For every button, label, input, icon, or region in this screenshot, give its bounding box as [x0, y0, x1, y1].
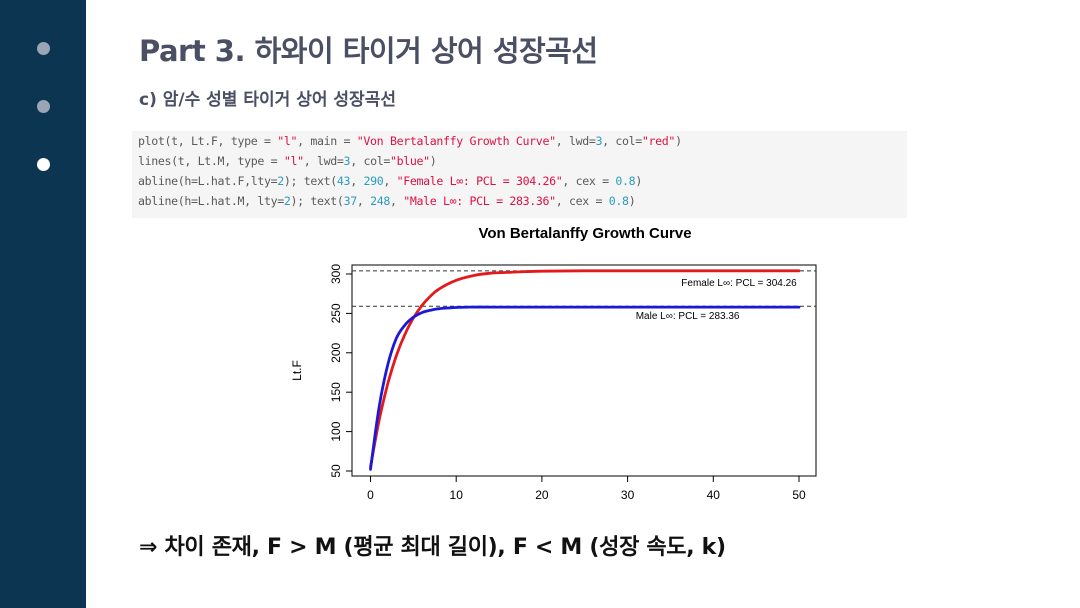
y-tick-label: 300: [329, 264, 343, 284]
x-tick-label: 30: [621, 488, 635, 502]
code-token: 2: [277, 174, 284, 188]
nav-dot-3[interactable]: [37, 158, 50, 171]
code-token: ); text(: [290, 194, 344, 208]
code-token: , col=: [602, 134, 642, 148]
chart-annotation: Female L∞: PCL = 304.26: [681, 278, 797, 289]
growth-chart: Von Bertalanffy Growth Curve Lt.F 0 10 20 3…: [290, 225, 817, 502]
code-token: ,: [383, 174, 397, 188]
y-tick-label: 100: [329, 421, 343, 441]
code-token: "Female L∞: PCL = 304.26": [396, 174, 563, 188]
nav-dot-1[interactable]: [37, 42, 50, 55]
code-token: "l": [277, 134, 298, 148]
code-token: ,: [350, 174, 364, 188]
code-token: 290: [363, 174, 384, 188]
code-token: , lwd=: [303, 154, 344, 168]
code-token: ); text(: [283, 174, 337, 188]
code-token: "blue": [389, 154, 430, 168]
code-token: "Von Bertalanffy Growth Curve": [356, 134, 556, 148]
code-line-2: lines(t, Lt.M, type = "l", lwd=3, col="b…: [138, 154, 437, 168]
chart-annotation: Male L∞: PCL = 283.36: [636, 311, 740, 322]
chart-title: Von Bertalanffy Growth Curve: [478, 225, 691, 242]
slide-subtitle: c) 암/수 성별 타이거 상어 성장곡선: [139, 90, 396, 110]
code-token: ): [429, 154, 437, 168]
code-token: plot(t, Lt.F, type =: [138, 134, 278, 148]
x-tick-label: 40: [707, 488, 721, 502]
x-tick-label: 0: [367, 488, 374, 502]
code-token: ): [675, 134, 682, 148]
code-token: 0.8: [615, 174, 636, 188]
slide-title: Part 3. 하와이 타이거 상어 성장곡선: [139, 34, 598, 68]
y-tick-label: 200: [329, 342, 343, 362]
code-token: , cex =: [555, 194, 609, 208]
code-token: ): [628, 194, 636, 208]
code-token: , lwd=: [555, 134, 596, 148]
sidebar: [0, 0, 86, 608]
code-token: "Male L∞: PCL = 283.36": [403, 194, 556, 208]
code-token: 2: [283, 194, 291, 208]
nav-dot-2[interactable]: [37, 100, 50, 113]
code-token: lines(t, Lt.M, type =: [138, 154, 284, 168]
female-growth-line: [369, 269, 801, 469]
code-token: ): [635, 174, 642, 188]
x-tick-label: 50: [792, 488, 806, 502]
code-line-1: plot(t, Lt.F, type = "l", main = "Von Be…: [138, 134, 682, 148]
code-token: 3: [595, 134, 603, 148]
code-token: , main =: [297, 134, 357, 148]
code-token: 43: [336, 174, 351, 188]
code-token: ,: [356, 194, 371, 208]
code-token: "red": [641, 134, 676, 148]
code-line-3: abline(h=L.hat.F,lty=2); text(43, 290, "…: [138, 174, 642, 188]
code-token: , cex =: [562, 174, 616, 188]
code-token: ,: [389, 194, 404, 208]
y-tick-label: 50: [329, 464, 343, 478]
code-token: , col=: [350, 154, 390, 168]
y-tick-label: 250: [329, 303, 343, 323]
x-tick-label: 10: [450, 488, 464, 502]
male-growth-line: [369, 305, 801, 471]
code-token: 248: [370, 194, 390, 208]
code-block: plot(t, Lt.F, type = "l", main = "Von Be…: [132, 131, 907, 218]
code-token: abline(h=L.hat.M, lty=: [138, 194, 284, 208]
code-token: "l": [283, 154, 304, 168]
code-token: abline(h=L.hat.F,lty=: [138, 174, 278, 188]
code-token: 37: [343, 194, 358, 208]
code-line-4: abline(h=L.hat.M, lty=2); text(37, 248 , …: [138, 194, 636, 208]
y-tick-label: 150: [329, 382, 343, 402]
code-token: 3: [343, 154, 351, 168]
conclusion-text: ⇒ 차이 존재, F > M (평균 최대 길이), F < M (성장 속도,…: [139, 535, 726, 560]
plot-frame: [351, 264, 817, 477]
code-token: 0.8: [608, 194, 629, 208]
y-axis-label: Lt.F: [290, 360, 304, 381]
x-tick-label: 20: [535, 488, 549, 502]
